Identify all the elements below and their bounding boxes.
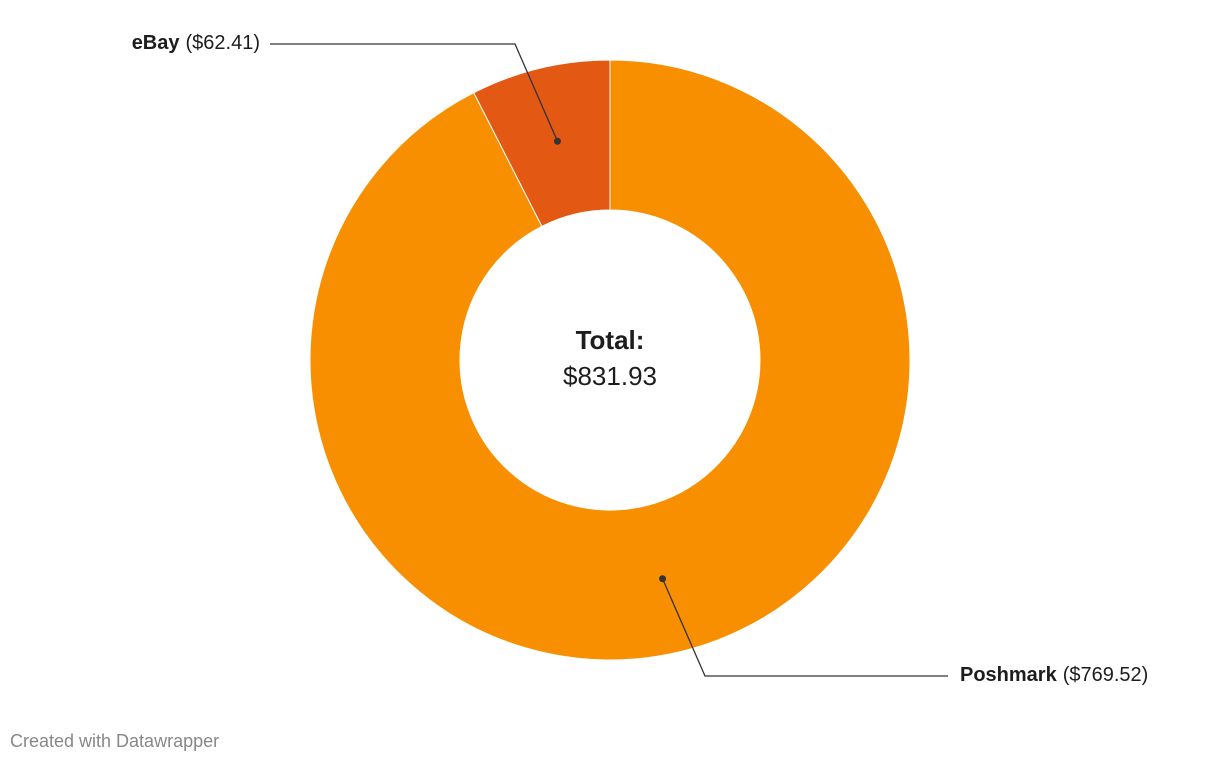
donut-slice: [309, 59, 911, 661]
donut-slice: [473, 59, 611, 228]
center-value: $831.93: [563, 361, 657, 391]
leader-line: [661, 578, 948, 677]
slice-value: ($769.52): [1063, 664, 1149, 686]
slice-value: ($62.41): [186, 32, 261, 54]
leader-line: [270, 43, 559, 142]
slice-name: Poshmark: [960, 664, 1058, 686]
slice-label: Poshmark ($769.52): [960, 664, 1148, 686]
slice-name: eBay: [132, 32, 181, 54]
leader-dot: [659, 575, 667, 583]
slices: [309, 59, 911, 661]
footer: Created with Datawrapper: [10, 731, 219, 751]
center-title: Total:: [576, 325, 645, 355]
leader-dot: [553, 137, 561, 145]
slice-label: eBay ($62.41): [132, 32, 260, 54]
